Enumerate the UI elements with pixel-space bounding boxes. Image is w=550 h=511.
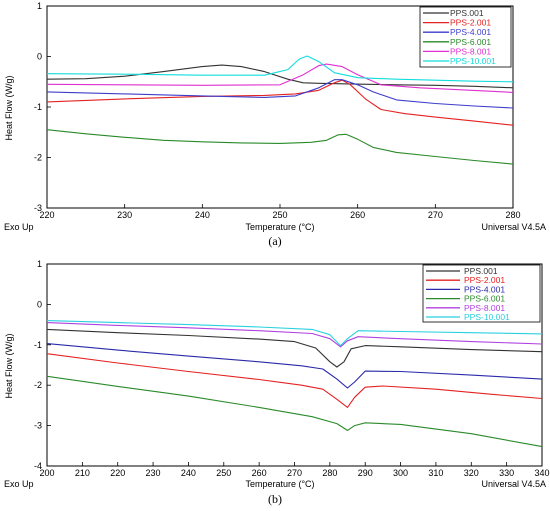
x-tick-label: 300 [393, 468, 408, 478]
series-line-pps-8-001 [46, 63, 514, 93]
panel-b-caption: (b) [268, 492, 282, 506]
panel-b-version-label: Universal V4.5A [481, 479, 546, 489]
panel-b-chart: 200 210 220 230 240 250 260 270 280 290 300 310 320 3… [4, 259, 550, 506]
series-line-pps-8-001 [46, 322, 543, 348]
panel-b-x-axis-label: Temperature (°C) [245, 479, 314, 489]
series-line-pps-4-001 [46, 79, 514, 109]
x-tick-label: 250 [216, 468, 231, 478]
y-tick-label: -1 [34, 340, 42, 350]
panel-a-x-ticks: 220 230 240 250 260 270 280 [39, 204, 521, 220]
y-tick-label: -4 [34, 461, 42, 471]
y-tick-label: -3 [34, 203, 42, 213]
x-tick-label: 290 [358, 468, 373, 478]
series-line-pps-10-001 [46, 320, 543, 347]
panel-a-version-label: Universal V4.5A [481, 222, 546, 232]
panel-a-legend-box [419, 6, 512, 68]
x-tick-label: 220 [39, 210, 54, 220]
series-line-pps-10-001 [46, 55, 514, 83]
x-tick-label: 240 [181, 468, 196, 478]
panel-b-exo-up-label: Exo Up [4, 479, 34, 489]
panel-a-caption: (a) [268, 234, 281, 248]
x-tick-label: 230 [146, 468, 161, 478]
legend-entry: PPS-4.001 [450, 27, 491, 37]
series-line-pps-2-001 [46, 79, 514, 126]
y-tick-label: -1 [34, 102, 42, 112]
x-tick-label: 220 [110, 468, 125, 478]
y-tick-label: 1 [37, 1, 42, 11]
series-line-pps-2-001 [46, 353, 543, 408]
legend-entry: PPS-10.001 [464, 312, 510, 322]
legend-entry: PPS-8.001 [450, 46, 491, 56]
series-line-pps-4-001 [46, 343, 543, 389]
y-tick-label: -2 [34, 153, 42, 163]
x-tick-label: 260 [252, 468, 267, 478]
y-tick-label: -2 [34, 380, 42, 390]
legend-entry: PPS-2.001 [464, 275, 505, 285]
panel-a-series-lines [46, 55, 514, 165]
series-line-pps-6-001 [46, 129, 514, 165]
x-tick-label: 270 [428, 210, 443, 220]
y-tick-label: -3 [34, 421, 42, 431]
legend-entry: PPS-6.001 [450, 37, 491, 47]
x-tick-label: 250 [272, 210, 287, 220]
series-line-pps-001 [46, 328, 543, 368]
x-tick-label: 280 [322, 468, 337, 478]
x-tick-label: 320 [464, 468, 479, 478]
legend-entry: PPS-2.001 [450, 18, 491, 28]
legend-entry: PPS-4.001 [464, 284, 505, 294]
panel-b-legend: PPS.001PPS-2.001PPS-4.001PPS-6.001PPS-8.… [422, 264, 541, 323]
x-tick-label: 280 [505, 210, 520, 220]
y-tick-label: 0 [37, 299, 42, 309]
panel-b-series-lines [46, 320, 543, 448]
legend-entry: PPS.001 [464, 266, 498, 276]
series-line-pps-6-001 [46, 375, 543, 448]
panel-a-y-axis-label: Heat Flow (W/g) [4, 75, 14, 140]
panel-a-x-axis-label: Temperature (°C) [245, 222, 314, 232]
panel-b-y-ticks: -4 -3 -2 -1 0 1 [34, 259, 51, 471]
panel-a-legend: PPS.001PPS-2.001PPS-4.001PPS-6.001PPS-8.… [419, 6, 512, 68]
panel-b-y-axis-label: Heat Flow (W/g) [4, 333, 14, 398]
panel-a-chart: 220 230 240 250 260 270 280 -3-2-101 PPS.001PP… [4, 1, 546, 248]
legend-entry: PPS-8.001 [464, 303, 505, 313]
x-tick-label: 330 [499, 468, 514, 478]
x-tick-label: 260 [350, 210, 365, 220]
legend-entry: PPS.001 [450, 8, 484, 18]
y-tick-label: 1 [37, 259, 42, 269]
panel-a-y-ticks: -3 -2 -1 0 1 [34, 1, 51, 213]
legend-entry: PPS-6.001 [464, 294, 505, 304]
panel-a-exo-up-label: Exo Up [4, 222, 34, 232]
x-tick-label: 230 [117, 210, 132, 220]
legend-entry: PPS-10.001 [450, 56, 496, 66]
x-tick-label: 240 [195, 210, 210, 220]
x-tick-label: 310 [428, 468, 443, 478]
x-tick-label: 210 [75, 468, 90, 478]
panel-b-x-ticks: 200 210 220 230 240 250 260 270 280 290 300 310 320 3… [39, 462, 550, 478]
x-tick-label: 270 [287, 468, 302, 478]
x-tick-label: 340 [534, 468, 549, 478]
x-tick-label: 200 [39, 468, 54, 478]
y-tick-label: 0 [37, 52, 42, 62]
panel-b-legend-box [422, 264, 541, 323]
